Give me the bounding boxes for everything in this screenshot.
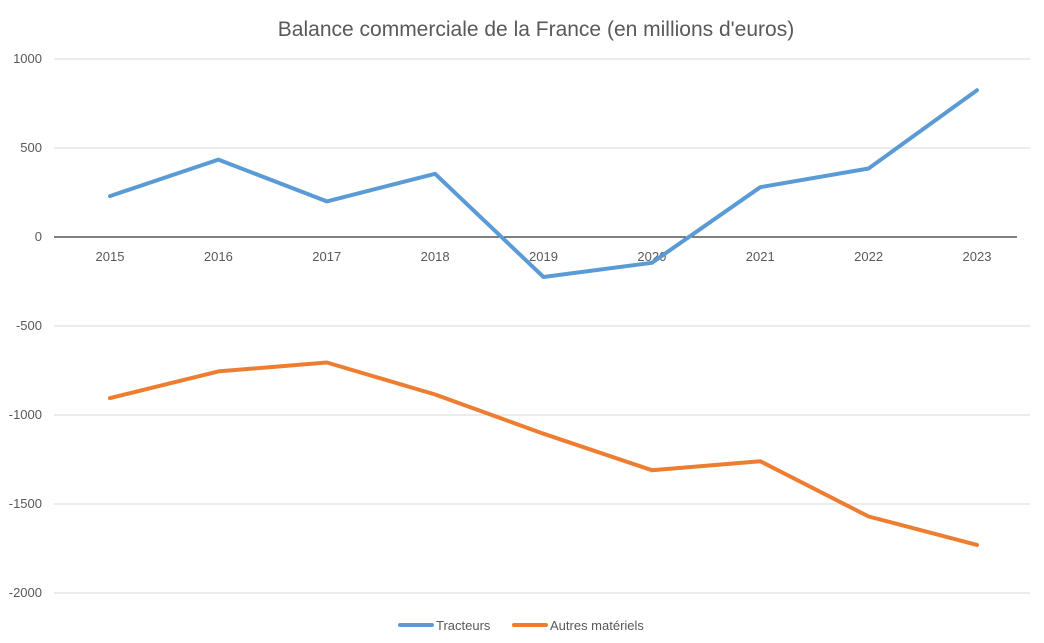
x-tick-label: 2022 [854,249,883,264]
x-axis-ticks: 2015 2016 2017 2018 2019 2020 2021 2022 2023 [96,249,992,264]
y-tick-label: 1000 [13,51,42,66]
y-tick-label: -500 [16,318,42,333]
y-tick-label: 0 [35,229,42,244]
series-line-autres-materiels [108,360,979,547]
x-tick-label: 2015 [96,249,125,264]
legend[interactable]: Tracteurs Autres matériels [398,618,644,633]
x-tick-label: 2017 [312,249,341,264]
y-tick-label: -1000 [9,407,42,422]
y-tick-label: -1500 [9,496,42,511]
x-tick-label: 2019 [529,249,558,264]
x-tick-label: 2021 [746,249,775,264]
legend-label[interactable]: Autres matériels [550,618,644,633]
x-tick-label: 2020 [637,249,666,264]
series-lines [108,88,979,547]
x-tick-label: 2016 [204,249,233,264]
gridlines [54,58,1030,594]
y-tick-label: -2000 [9,585,42,600]
y-tick-label: 500 [20,140,42,155]
y-axis-ticks: 1000 500 0 -500 -1000 -1500 -2000 [9,51,42,600]
x-tick-label: 2023 [963,249,992,264]
x-tick-label: 2018 [421,249,450,264]
chart-title: Balance commerciale de la France (en mil… [278,18,794,41]
legend-label[interactable]: Tracteurs [436,618,491,633]
